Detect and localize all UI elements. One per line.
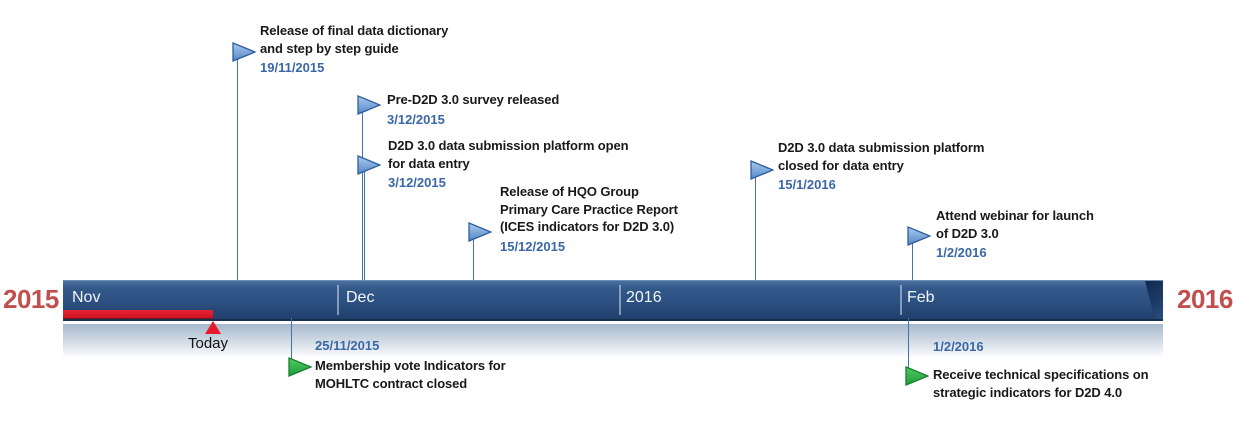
event-date: 1/2/2016 [936, 245, 987, 260]
axis-label-dec: Dec [346, 289, 375, 306]
milestone-flag-icon [357, 95, 381, 115]
event-connector-line [473, 230, 474, 280]
milestone-flag-icon [750, 160, 774, 180]
event-date: 3/12/2015 [388, 175, 446, 190]
event-above-2: Pre-D2D 3.0 survey released 3/12/2015 [387, 91, 559, 127]
event-date: 15/1/2016 [778, 177, 836, 192]
start-year-label: 2015 [3, 284, 59, 314]
event-date: 1/2/2016 [933, 339, 984, 354]
event-connector-line [237, 50, 238, 280]
event-connector-line [362, 102, 363, 280]
event-title: D2D 3.0 data submission platform open fo… [388, 138, 629, 171]
axis-label-feb: Feb [907, 289, 935, 306]
today-label: Today [188, 335, 229, 352]
event-date: 19/11/2015 [260, 60, 325, 75]
event-above-4: Release of HQO Group Primary Care Practi… [500, 183, 678, 254]
axis-divider [337, 285, 339, 315]
event-title: Attend webinar for launch of D2D 3.0 [936, 208, 1094, 241]
bar-end-bevel [1145, 281, 1163, 319]
milestone-flag-icon [288, 357, 312, 377]
event-above-3: D2D 3.0 data submission platform open fo… [388, 137, 629, 190]
event-date: 15/12/2015 [500, 238, 566, 254]
axis-divider [900, 285, 902, 315]
milestone-flag-icon [468, 222, 492, 242]
event-title: Membership vote Indicators for MOHLTC co… [315, 358, 506, 391]
event-title: D2D 3.0 data submission platform closed … [778, 140, 985, 173]
event-date: 25/11/2015 [315, 338, 380, 353]
event-above-5: D2D 3.0 data submission platform closed … [778, 139, 984, 192]
milestone-flag-icon [905, 366, 929, 386]
today-marker-icon [205, 321, 221, 334]
milestone-flag-icon [357, 155, 381, 175]
event-connector-line [912, 232, 913, 280]
timeline-bar: Nov Dec 2016 Feb [63, 280, 1163, 319]
event-title: Pre-D2D 3.0 survey released [387, 92, 560, 107]
event-title: Release of HQO Group Primary Care Practi… [500, 184, 678, 234]
end-year-label: 2016 [1177, 284, 1233, 314]
axis-label-nov: Nov [72, 289, 101, 306]
event-above-1: Release of final data dictionary and ste… [260, 22, 448, 75]
axis-label-2016: 2016 [626, 289, 662, 306]
event-title: Release of final data dictionary and ste… [260, 23, 449, 56]
milestone-flag-icon [907, 226, 931, 246]
event-title: Receive technical specifications on stra… [933, 367, 1149, 400]
bar-reflection [63, 324, 1163, 358]
event-connector-line [755, 162, 756, 280]
event-above-6: Attend webinar for launch of D2D 3.0 1/2… [936, 207, 1094, 260]
event-connector-line [908, 318, 909, 374]
event-connector-line [291, 318, 292, 368]
event-connector-line [364, 160, 365, 280]
milestone-flag-icon [232, 42, 256, 62]
event-date: 3/12/2015 [387, 111, 445, 127]
elapsed-time-bar [63, 310, 213, 319]
axis-divider [619, 285, 621, 315]
